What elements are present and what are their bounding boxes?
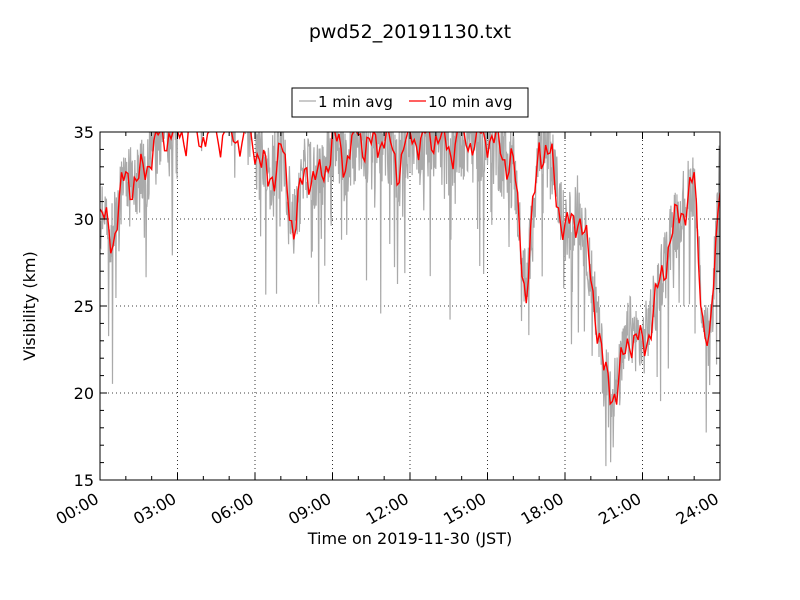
legend-box xyxy=(291,87,529,118)
legend-label-1min: 1 min avg xyxy=(318,93,393,111)
series-10min-avg xyxy=(100,132,720,406)
x-tick-label: 12:00 xyxy=(363,489,412,529)
series-1min-avg xyxy=(100,132,720,467)
x-tick-label: 06:00 xyxy=(208,489,257,529)
y-tick-label: 25 xyxy=(74,297,94,316)
y-tick-label: 35 xyxy=(74,123,94,142)
y-axis-label: Visibility (km) xyxy=(20,251,39,360)
x-tick-label: 15:00 xyxy=(440,489,489,529)
legend-label-10min: 10 min avg xyxy=(428,93,513,111)
x-tick-label: 24:00 xyxy=(673,489,722,529)
legend: 1 min avg 10 min avg xyxy=(291,87,529,118)
axis-ticks: 00:00 03:00 06:00 09:00 12:00 15:00 18:00 21:00… xyxy=(53,123,722,529)
x-tick-label: 09:00 xyxy=(285,489,334,529)
x-tick-label: 03:00 xyxy=(130,489,179,529)
chart-title: pwd52_20191130.txt xyxy=(309,21,511,43)
grid-lines xyxy=(100,132,720,480)
x-tick-label: 21:00 xyxy=(595,489,644,529)
y-tick-label: 30 xyxy=(74,210,94,229)
x-tick-label: 18:00 xyxy=(518,489,567,529)
y-tick-label: 20 xyxy=(74,384,94,403)
y-tick-label: 15 xyxy=(74,471,94,490)
x-axis-label: Time on 2019-11-30 (JST) xyxy=(307,529,512,548)
x-tick-label: 00:00 xyxy=(53,489,102,529)
